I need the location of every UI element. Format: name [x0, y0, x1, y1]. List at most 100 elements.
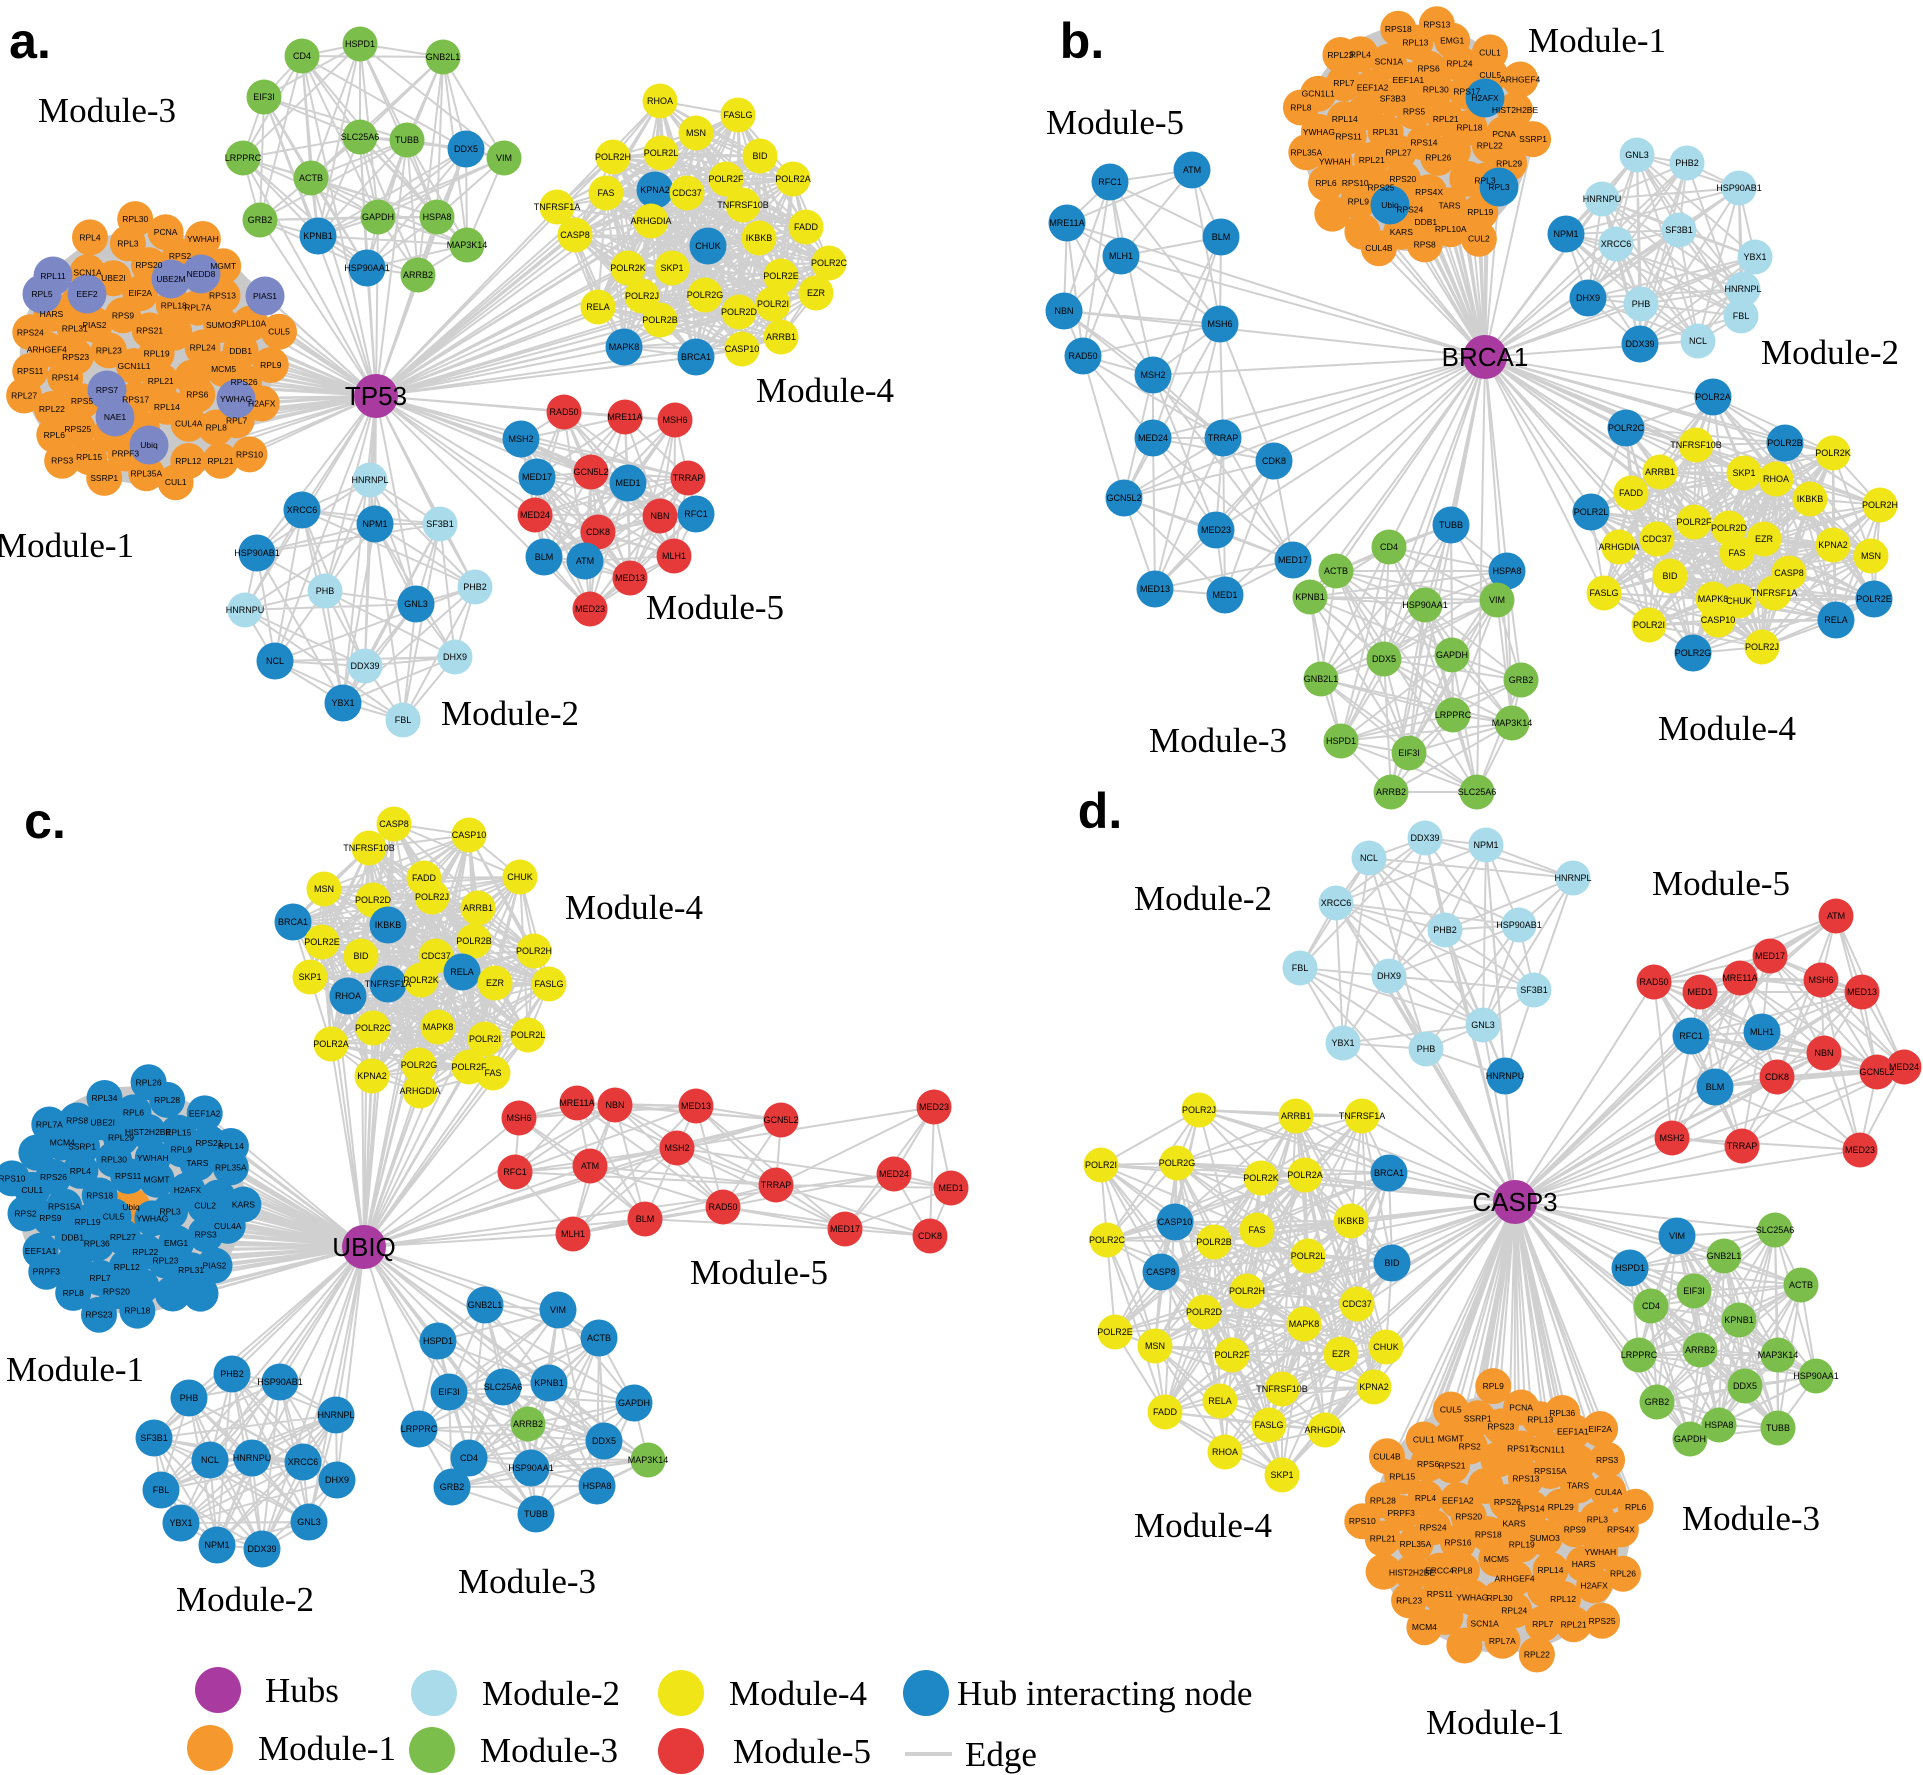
svg-text:LRPPRC: LRPPRC	[1435, 710, 1472, 720]
svg-text:POLR2A: POLR2A	[313, 1039, 349, 1049]
svg-text:CASP10: CASP10	[1701, 615, 1736, 625]
svg-text:RPL36: RPL36	[1549, 1408, 1575, 1418]
svg-text:TNFRSF10B: TNFRSF10B	[1256, 1384, 1308, 1394]
svg-text:RPS17: RPS17	[122, 395, 149, 405]
svg-text:HIST2H2BE: HIST2H2BE	[125, 1127, 172, 1137]
svg-text:MED23: MED23	[919, 1102, 949, 1112]
svg-text:RPL9: RPL9	[1483, 1381, 1505, 1391]
svg-text:RPL15: RPL15	[76, 452, 102, 462]
svg-text:HSPD1: HSPD1	[423, 1336, 453, 1346]
svg-text:RPL7: RPL7	[226, 415, 248, 425]
svg-text:DDX39: DDX39	[247, 1544, 276, 1554]
svg-text:RPL7A: RPL7A	[184, 303, 211, 313]
svg-text:POLR2J: POLR2J	[625, 291, 659, 301]
svg-text:BRCA1: BRCA1	[1442, 342, 1529, 372]
svg-text:Hubs: Hubs	[265, 1671, 339, 1710]
svg-text:MED13: MED13	[681, 1101, 711, 1111]
svg-text:MCM4: MCM4	[1412, 1622, 1437, 1632]
svg-text:RPS4X: RPS4X	[1607, 1525, 1635, 1535]
svg-text:MED13: MED13	[1847, 987, 1877, 997]
svg-text:Module-3: Module-3	[1149, 721, 1287, 760]
svg-text:FASLG: FASLG	[1589, 588, 1618, 598]
svg-text:FADD: FADD	[1619, 488, 1644, 498]
svg-text:HSP90AB1: HSP90AB1	[234, 548, 280, 558]
svg-text:MED24: MED24	[1138, 433, 1168, 443]
svg-text:GCN1L1: GCN1L1	[117, 361, 150, 371]
svg-text:H2AFX: H2AFX	[1580, 1580, 1608, 1590]
svg-text:UBE2M: UBE2M	[156, 274, 185, 284]
svg-text:GNL3: GNL3	[297, 1517, 321, 1527]
svg-text:a.: a.	[9, 13, 51, 69]
svg-text:RHOA: RHOA	[335, 991, 361, 1001]
svg-text:MED1: MED1	[615, 478, 640, 488]
svg-text:Ubiq: Ubiq	[140, 440, 158, 450]
svg-text:POLR2G: POLR2G	[1159, 1158, 1196, 1168]
svg-text:RPS3: RPS3	[51, 456, 73, 466]
svg-text:SSRP1: SSRP1	[68, 1141, 96, 1151]
svg-text:EIF3I: EIF3I	[253, 92, 275, 102]
svg-text:PHB2: PHB2	[1433, 925, 1457, 935]
svg-text:PIAS1: PIAS1	[253, 291, 277, 301]
svg-text:RPL28: RPL28	[1370, 1495, 1396, 1505]
svg-text:HNRNPL: HNRNPL	[1724, 284, 1761, 294]
svg-text:RPS14: RPS14	[52, 373, 79, 383]
svg-text:ARHGDIA: ARHGDIA	[1598, 542, 1639, 552]
svg-text:KPNA2: KPNA2	[640, 185, 670, 195]
svg-text:RPS11: RPS11	[115, 1171, 142, 1181]
svg-text:GCN5L2: GCN5L2	[1859, 1067, 1894, 1077]
svg-text:FADD: FADD	[794, 222, 819, 232]
svg-text:HSP90AA1: HSP90AA1	[1402, 600, 1448, 610]
svg-text:FAS: FAS	[1248, 1225, 1265, 1235]
svg-text:POLR2B: POLR2B	[1196, 1237, 1232, 1247]
svg-text:RAD50: RAD50	[549, 407, 578, 417]
svg-text:POLR2C: POLR2C	[1608, 423, 1645, 433]
svg-text:RPL14: RPL14	[218, 1141, 244, 1151]
svg-text:CUL4B: CUL4B	[1373, 1451, 1401, 1461]
svg-text:Module-1: Module-1	[258, 1729, 396, 1768]
svg-text:EMG1: EMG1	[1440, 36, 1464, 46]
svg-text:YBX1: YBX1	[169, 1518, 192, 1528]
svg-text:MAPK8: MAPK8	[1289, 1319, 1320, 1329]
svg-text:CHUK: CHUK	[695, 241, 721, 251]
svg-text:DHX9: DHX9	[1377, 971, 1401, 981]
svg-text:TNFRSF10B: TNFRSF10B	[717, 200, 769, 210]
svg-text:EIF3I: EIF3I	[438, 1387, 460, 1397]
svg-text:TARS: TARS	[186, 1158, 208, 1168]
svg-text:LRPPRC: LRPPRC	[225, 153, 262, 163]
svg-text:EZR: EZR	[1755, 534, 1774, 544]
svg-text:BLM: BLM	[1706, 1082, 1725, 1092]
svg-text:MSH2: MSH2	[1659, 1133, 1684, 1143]
svg-text:RPS6: RPS6	[1417, 64, 1439, 74]
svg-text:POLR2K: POLR2K	[1815, 448, 1851, 458]
svg-text:ARRB1: ARRB1	[1645, 467, 1675, 477]
svg-text:SLC25A6: SLC25A6	[1756, 1225, 1795, 1235]
svg-text:RPL9: RPL9	[171, 1144, 193, 1154]
svg-text:RPL27: RPL27	[110, 1232, 136, 1242]
svg-text:Module-3: Module-3	[1682, 1499, 1820, 1538]
svg-text:HSP90AB1: HSP90AB1	[1716, 183, 1762, 193]
svg-text:ACTB: ACTB	[1789, 1280, 1813, 1290]
svg-text:HSP90AB1: HSP90AB1	[257, 1377, 303, 1387]
svg-text:HSPD1: HSPD1	[1615, 1263, 1645, 1273]
svg-text:Module-2: Module-2	[1761, 333, 1899, 372]
svg-text:MLH1: MLH1	[1109, 251, 1133, 261]
svg-text:HNRNPU: HNRNPU	[233, 1453, 272, 1463]
svg-text:RPL30: RPL30	[101, 1155, 127, 1165]
svg-text:YBX1: YBX1	[1331, 1038, 1354, 1048]
svg-text:RPL34: RPL34	[92, 1093, 118, 1103]
svg-text:RPL22: RPL22	[39, 404, 65, 414]
svg-text:Module-5: Module-5	[1652, 864, 1790, 903]
svg-text:VIM: VIM	[1669, 1231, 1685, 1241]
svg-text:SCN1A: SCN1A	[1375, 57, 1404, 67]
svg-text:POLR2A: POLR2A	[1695, 392, 1731, 402]
svg-text:RPL3: RPL3	[159, 1206, 181, 1216]
svg-text:HNRNPU: HNRNPU	[1486, 1071, 1525, 1081]
svg-text:MAP3K14: MAP3K14	[447, 240, 488, 250]
svg-text:CASP10: CASP10	[725, 344, 760, 354]
svg-text:CUL1: CUL1	[1413, 1435, 1435, 1445]
svg-text:BRCA1: BRCA1	[1374, 1168, 1404, 1178]
svg-text:HSPA8: HSPA8	[1493, 566, 1522, 576]
svg-text:TNFRSF10B: TNFRSF10B	[343, 843, 395, 853]
svg-text:RHOA: RHOA	[1212, 1447, 1238, 1457]
svg-text:RPS25: RPS25	[64, 424, 91, 434]
